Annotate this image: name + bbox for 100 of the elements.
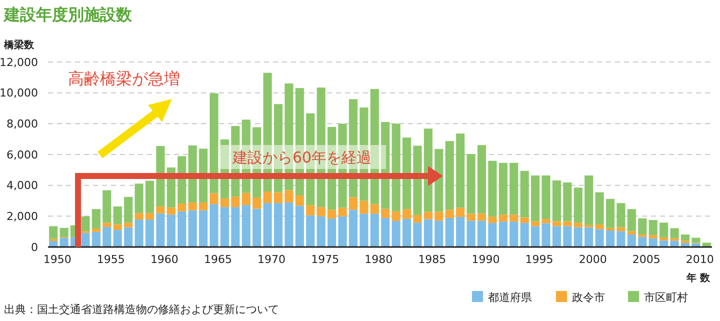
bar [434,212,444,221]
bar [595,224,604,230]
bar [210,204,218,247]
bar [316,207,326,216]
bar [563,182,572,222]
bar [616,203,626,228]
bar [413,146,422,215]
bar [531,221,540,226]
bar [370,204,379,214]
source-note: 出典：国土交通省道路構造物の修繕および更新について [4,303,279,316]
bar [638,218,647,235]
bar [295,196,304,206]
bar [627,231,636,235]
bar [381,218,390,247]
bar [531,226,540,247]
bar [284,202,294,247]
bar [274,192,283,204]
x-tick-label: 2010 [686,253,714,266]
bar [520,222,529,247]
bar [584,227,594,247]
bar [124,196,133,223]
x-tick-label: 1995 [525,253,554,266]
bar [552,221,561,226]
bar [660,222,668,238]
y-tick-label: 0 [31,240,38,254]
bar [520,217,529,223]
bar [466,214,476,221]
bar [252,198,262,209]
bar [60,238,68,247]
bar [638,236,647,247]
bar [348,210,358,247]
bar [627,234,636,247]
bar [242,192,250,206]
bar [456,208,465,217]
bar [542,175,550,219]
bar [81,232,90,247]
bar [413,214,422,223]
bar [574,188,582,223]
bar [510,214,518,222]
bar [702,242,711,247]
bar [392,220,400,247]
bar [616,227,626,232]
bar [49,240,58,247]
bar [392,124,400,212]
bar [392,211,400,221]
y-tick-label: 8,000 [6,118,38,131]
bar [477,213,486,221]
bar [370,214,379,247]
bar [134,220,144,247]
y-tick-label: 10,000 [0,86,38,100]
x-tick-label: 1955 [96,253,125,266]
x-tick-label: 1950 [43,253,72,266]
bar [134,213,144,220]
bar [145,180,154,214]
bar [445,218,454,247]
bar [360,200,368,214]
bar [402,218,412,247]
bar [648,220,658,236]
bar [328,218,336,247]
bar [295,206,304,247]
bar [49,226,58,239]
bar [231,196,240,208]
bar [574,222,582,228]
bar [606,230,615,247]
bar [199,202,208,210]
bar [156,206,165,214]
bar [498,222,508,247]
bar [102,190,112,223]
bar [563,226,572,247]
bar [563,221,572,226]
bar [188,202,197,210]
bar [220,207,229,247]
bar [381,208,390,218]
bar [413,222,422,247]
annotation: 建設から60年を経過 [231,148,372,166]
y-tick-label: 12,000 [0,56,38,69]
bar [381,122,390,209]
x-tick-label: 1970 [258,253,286,266]
bar [166,214,176,247]
bar [542,223,550,247]
bar [488,160,497,217]
bar [210,193,218,204]
bar [424,219,432,247]
bar [445,210,454,218]
bar [542,218,550,224]
bar [199,210,208,247]
bar [274,203,283,247]
bar [520,170,529,218]
y-tick-label: 6,000 [6,148,38,162]
legend-label: 市区町村 [644,291,688,304]
x-tick-label: 2005 [632,253,660,266]
bar [498,162,508,215]
bar [124,222,133,228]
bar [102,222,112,227]
bar [552,180,561,222]
bar [263,203,272,247]
bar [680,234,690,241]
bar [648,235,658,238]
x-tick-label: 1965 [204,253,232,266]
bar [477,220,486,247]
